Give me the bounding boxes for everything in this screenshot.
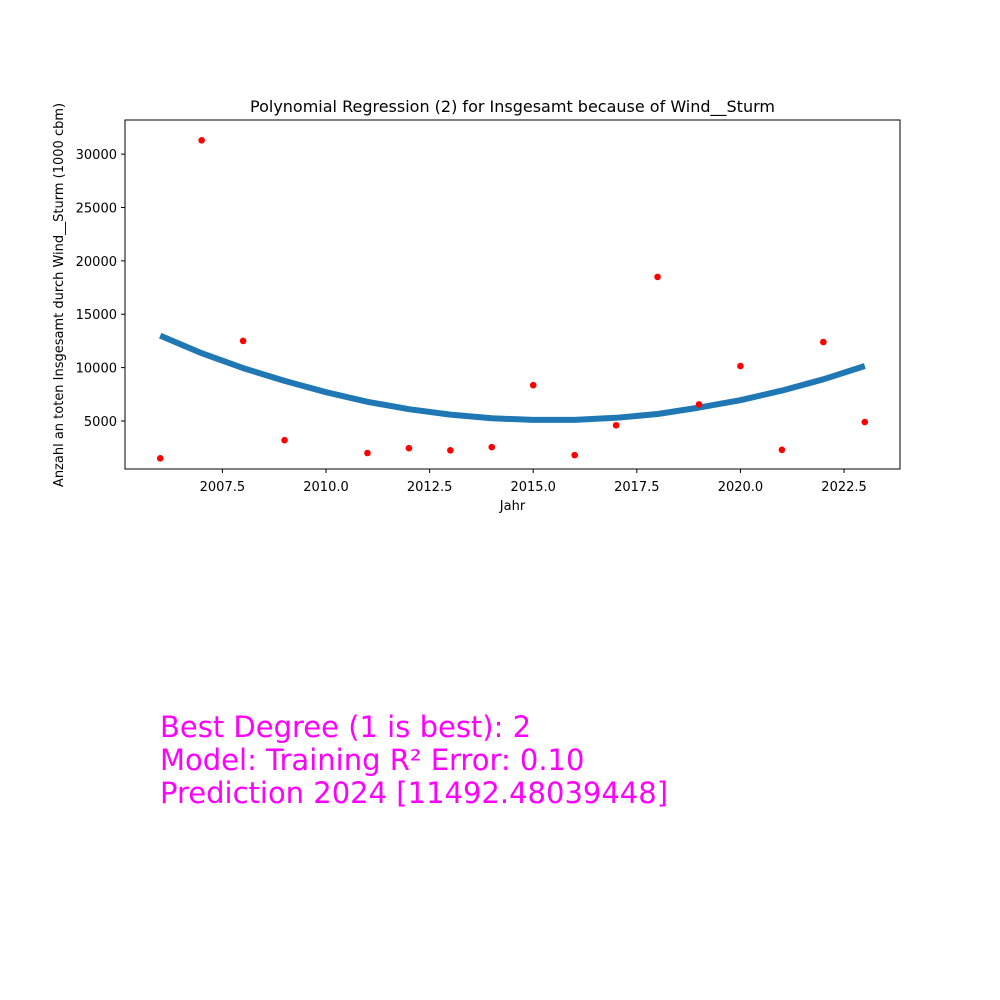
data-point <box>198 136 205 144</box>
regression-curve <box>159 332 866 423</box>
data-point <box>861 418 869 426</box>
data-point <box>820 338 827 346</box>
y-tick-label: 20000 <box>76 255 117 270</box>
data-point <box>571 451 578 459</box>
data-point <box>281 436 288 444</box>
y-tick-label: 30000 <box>76 148 117 163</box>
y-tick-label: 25000 <box>76 202 117 217</box>
data-point <box>737 362 744 370</box>
data-point <box>364 449 371 457</box>
y-tick-label: 10000 <box>76 362 117 377</box>
x-tick-label: 2010.0 <box>303 480 349 495</box>
data-point <box>612 421 620 429</box>
training-error-text: Model: Training R² Error: 0.10 <box>160 743 585 777</box>
data-point <box>405 444 413 452</box>
x-tick-label: 2020.0 <box>718 480 764 495</box>
data-point <box>529 381 537 389</box>
x-tick-label: 2007.5 <box>200 480 246 495</box>
x-tick-label: 2015.0 <box>510 480 556 495</box>
plot-frame <box>124 119 901 470</box>
data-point <box>778 446 786 454</box>
x-tick-label: 2022.5 <box>821 480 867 495</box>
data-point <box>488 443 496 451</box>
y-tick-label: 5000 <box>84 415 117 430</box>
x-tick-label: 2017.5 <box>614 480 660 495</box>
data-point <box>654 273 661 281</box>
data-point <box>156 455 164 462</box>
best-degree-text: Best Degree (1 is best): 2 <box>160 710 532 744</box>
x-tick-label: 2012.5 <box>407 480 453 495</box>
y-tick-label: 15000 <box>76 308 117 323</box>
data-point <box>239 337 247 345</box>
prediction-text: Prediction 2024 [11492.48039448] <box>160 776 669 810</box>
data-point <box>447 447 454 454</box>
x-axis-label: Jahr <box>499 499 526 514</box>
y-axis-label: Anzahl an toten Insgesamt durch Wind__St… <box>52 103 67 487</box>
chart-title: Polynomial Regression (2) for Insgesamt … <box>250 97 775 117</box>
data-point <box>695 401 703 408</box>
